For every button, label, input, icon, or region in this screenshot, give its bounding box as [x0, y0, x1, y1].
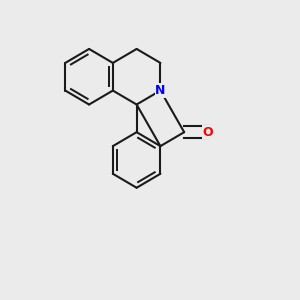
Text: N: N: [155, 84, 166, 97]
Text: O: O: [202, 126, 213, 139]
